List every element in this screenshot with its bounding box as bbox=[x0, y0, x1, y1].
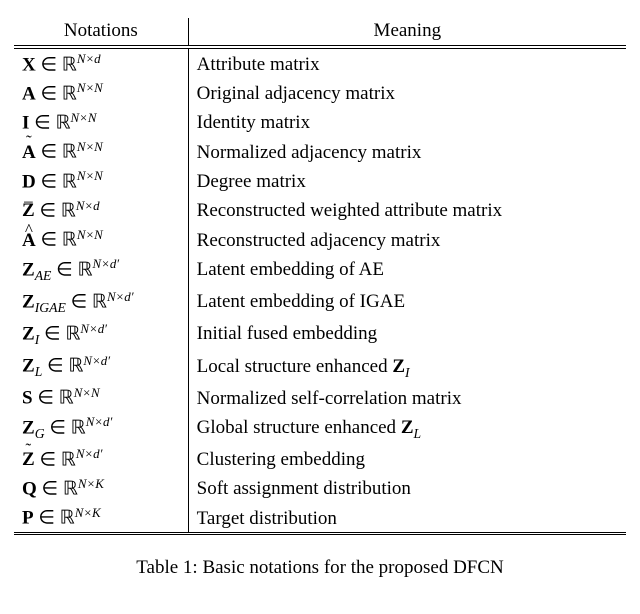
table-row: ZI ∈ ℝN×d′Initial fused embedding bbox=[14, 318, 626, 350]
table-row: D ∈ ℝN×NDegree matrix bbox=[14, 166, 626, 195]
table-row: I ∈ ℝN×NIdentity matrix bbox=[14, 107, 626, 136]
table-row: ZAE ∈ ℝN×d′Latent embedding of AE bbox=[14, 254, 626, 286]
notation-cell: Q ∈ ℝN×K bbox=[14, 473, 188, 502]
notation-table: Notations Meaning X ∈ ℝN×dAttribute matr… bbox=[14, 18, 626, 535]
notation-cell: X ∈ ℝN×d bbox=[14, 49, 188, 78]
notation-cell: S ∈ ℝN×N bbox=[14, 382, 188, 411]
notation-cell: D ∈ ℝN×N bbox=[14, 166, 188, 195]
notation-cell: –Z ∈ ℝN×d bbox=[14, 195, 188, 224]
table-caption: Table 1: Basic notations for the propose… bbox=[14, 557, 626, 579]
meaning-cell: Reconstructed weighted attribute matrix bbox=[188, 195, 626, 224]
notation-cell: ˜A ∈ ℝN×N bbox=[14, 136, 188, 165]
header-meaning: Meaning bbox=[188, 18, 626, 46]
notation-cell: ZAE ∈ ℝN×d′ bbox=[14, 254, 188, 286]
meaning-cell: Clustering embedding bbox=[188, 444, 626, 473]
meaning-cell: Global structure enhanced ZL bbox=[188, 412, 626, 444]
meaning-cell: Local structure enhanced ZI bbox=[188, 350, 626, 382]
notation-cell: ZI ∈ ℝN×d′ bbox=[14, 318, 188, 350]
notation-cell: P ∈ ℝN×K bbox=[14, 502, 188, 531]
meaning-cell: Soft assignment distribution bbox=[188, 473, 626, 502]
notation-cell: ˜Z ∈ ℝN×d′ bbox=[14, 444, 188, 473]
table-row: X ∈ ℝN×dAttribute matrix bbox=[14, 49, 626, 78]
table-row: S ∈ ℝN×NNormalized self-correlation matr… bbox=[14, 382, 626, 411]
table-row: ˜Z ∈ ℝN×d′Clustering embedding bbox=[14, 444, 626, 473]
table-header-row: Notations Meaning bbox=[14, 18, 626, 46]
meaning-cell: Normalized self-correlation matrix bbox=[188, 382, 626, 411]
meaning-cell: Identity matrix bbox=[188, 107, 626, 136]
notation-cell: I ∈ ℝN×N bbox=[14, 107, 188, 136]
notation-cell: ZG ∈ ℝN×d′ bbox=[14, 412, 188, 444]
meaning-cell: Latent embedding of AE bbox=[188, 254, 626, 286]
table-row: ZIGAE ∈ ℝN×d′Latent embedding of IGAE bbox=[14, 286, 626, 318]
table-row: ˜A ∈ ℝN×NNormalized adjacency matrix bbox=[14, 136, 626, 165]
meaning-cell: Initial fused embedding bbox=[188, 318, 626, 350]
notation-cell: ^A ∈ ℝN×N bbox=[14, 224, 188, 253]
notation-cell: ZL ∈ ℝN×d′ bbox=[14, 350, 188, 382]
meaning-cell: Latent embedding of IGAE bbox=[188, 286, 626, 318]
meaning-cell: Original adjacency matrix bbox=[188, 78, 626, 107]
meaning-cell: Normalized adjacency matrix bbox=[188, 136, 626, 165]
table-row: ZL ∈ ℝN×d′Local structure enhanced ZI bbox=[14, 350, 626, 382]
table-row: –Z ∈ ℝN×dReconstructed weighted attribut… bbox=[14, 195, 626, 224]
meaning-cell: Target distribution bbox=[188, 502, 626, 531]
notation-cell: ZIGAE ∈ ℝN×d′ bbox=[14, 286, 188, 318]
meaning-cell: Reconstructed adjacency matrix bbox=[188, 224, 626, 253]
header-notations: Notations bbox=[14, 18, 188, 46]
table-row: P ∈ ℝN×KTarget distribution bbox=[14, 502, 626, 531]
meaning-cell: Attribute matrix bbox=[188, 49, 626, 78]
table-row: ^A ∈ ℝN×NReconstructed adjacency matrix bbox=[14, 224, 626, 253]
table-row: Q ∈ ℝN×KSoft assignment distribution bbox=[14, 473, 626, 502]
notation-cell: A ∈ ℝN×N bbox=[14, 78, 188, 107]
table-row: ZG ∈ ℝN×d′Global structure enhanced ZL bbox=[14, 412, 626, 444]
meaning-cell: Degree matrix bbox=[188, 166, 626, 195]
table-body: X ∈ ℝN×dAttribute matrixA ∈ ℝN×NOriginal… bbox=[14, 49, 626, 532]
table-row: A ∈ ℝN×NOriginal adjacency matrix bbox=[14, 78, 626, 107]
